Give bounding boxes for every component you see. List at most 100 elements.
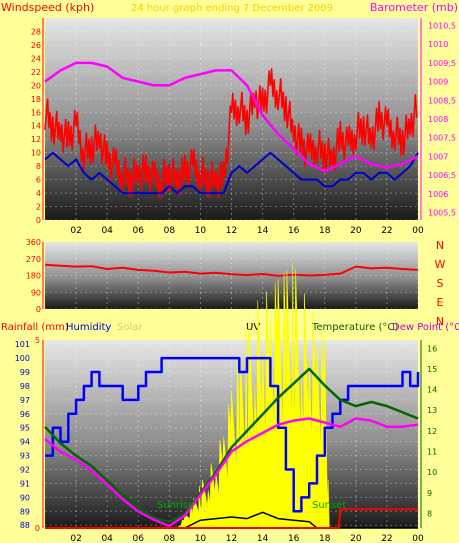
- legend-label: Dew Point (°C): [392, 322, 459, 333]
- temperature-tick-label: 11: [427, 448, 437, 457]
- barometer-tick-label: 1009,5: [428, 59, 456, 68]
- barometer-tick-label: 1005,5: [428, 209, 456, 218]
- legend-label: Temperature (°C): [311, 322, 398, 333]
- climate-x-ticks: 02 04 06 08 10 12 14 16 18 20 22 00: [70, 534, 424, 543]
- humidity-ticks: 88 89 90 91 92 93 94 95 96 97 98 99 100 101: [15, 340, 30, 530]
- barometer-tick-label: 1008: [428, 115, 448, 124]
- compass-label: N: [436, 239, 444, 252]
- x-tick-label: 16: [288, 226, 300, 236]
- windspeed-tick-label: 26: [31, 41, 41, 50]
- chart-title: 24 hour graph ending 7 December 2009: [131, 3, 333, 14]
- x-tick-label: 04: [101, 534, 113, 543]
- windspeed-tick-label: 6: [36, 176, 41, 185]
- x-tick-label: 18: [319, 534, 331, 543]
- x-tick-label: 08: [164, 226, 176, 236]
- windspeed-tick-label: 18: [31, 95, 41, 104]
- climate-series: [44, 264, 420, 529]
- humidity-tick-label: 99: [20, 368, 30, 377]
- x-tick-label: 20: [350, 534, 362, 543]
- temperature-tick-label: 15: [427, 365, 437, 374]
- wind-x-ticks: 02 04 06 08 10 12 14 16 18 20 22 00: [70, 226, 424, 236]
- temperature-tick-label: 12: [427, 427, 437, 436]
- barometer-tick-label: 1010: [428, 40, 448, 49]
- x-tick-label: 06: [133, 534, 145, 543]
- temperature-tick-label: 16: [427, 344, 437, 353]
- windspeed-tick-label: 16: [31, 108, 41, 117]
- dew-point-line: [44, 417, 419, 528]
- temperature-tick-label: 8: [427, 510, 432, 519]
- x-tick-label: 12: [226, 534, 237, 543]
- uv-line: [45, 511, 418, 529]
- humidity-tick-label: 88: [20, 521, 30, 530]
- x-tick-label: 06: [133, 226, 145, 236]
- x-tick-label: 10: [195, 226, 207, 236]
- x-tick-label: 14: [257, 226, 269, 236]
- windspeed-tick-label: 0: [36, 216, 41, 225]
- legend-label: UV: [246, 322, 260, 333]
- x-tick-label: 22: [381, 226, 392, 236]
- temperature-line: [44, 367, 419, 524]
- rainfall-line: [45, 508, 418, 529]
- x-tick-label: 04: [101, 226, 113, 236]
- x-tick-label: 22: [381, 534, 392, 543]
- humidity-tick-label: 92: [20, 466, 30, 475]
- temperature-ticks: 8 9 10 11 12 13 14 15 16: [420, 340, 437, 528]
- x-tick-label: 00: [412, 226, 424, 236]
- compass-label: W: [435, 258, 446, 271]
- legend-label: Rainfall (mm): [1, 322, 69, 333]
- temperature-tick-label: 10: [427, 468, 437, 477]
- compass-label: E: [437, 296, 444, 309]
- x-tick-label: 02: [70, 226, 81, 236]
- windspeed-tick-label: 24: [31, 54, 41, 63]
- barometer-tick-label: 1007,5: [428, 134, 456, 143]
- humidity-tick-label: 97: [20, 396, 30, 405]
- barometer-line: [44, 61, 419, 173]
- direction-tick-label: 360: [26, 238, 41, 247]
- sunrise-label: Sunrise: [157, 500, 194, 511]
- barometer-tick-label: 1010,5: [428, 21, 456, 30]
- humidity-tick-label: 100: [15, 354, 30, 363]
- direction-tick-label: 0: [36, 305, 41, 314]
- direction-plot-area: [45, 242, 418, 309]
- barometer-axis-label: Barometer (mb): [370, 1, 458, 14]
- rainfall-tick-label: 5: [35, 336, 40, 345]
- humidity-tick-label: 94: [20, 438, 30, 447]
- windspeed-tick-label: 10: [31, 149, 41, 158]
- legend-label: Humidity: [66, 322, 111, 333]
- barometer-tick-label: 1006: [428, 190, 448, 199]
- x-tick-label: 20: [350, 226, 362, 236]
- humidity-tick-label: 98: [20, 382, 30, 391]
- solar-area: [45, 264, 418, 529]
- windspeed-tick-label: 8: [36, 162, 41, 171]
- windspeed-tick-label: 22: [31, 68, 41, 77]
- x-tick-label: 00: [412, 534, 424, 543]
- temperature-tick-label: 13: [427, 406, 437, 415]
- direction-series: [44, 263, 419, 277]
- wind-direction-line: [44, 263, 419, 277]
- humidity-tick-label: 89: [20, 507, 30, 516]
- windspeed-tick-label: 12: [31, 135, 41, 144]
- rainfall-tick-label: 0: [35, 524, 40, 533]
- humidity-tick-label: 95: [20, 424, 30, 433]
- direction-ticks: 0 90 180 270 360: [26, 238, 44, 314]
- windspeed-tick-label: 4: [36, 189, 41, 198]
- compass-label: S: [437, 277, 444, 290]
- windspeed-line: [44, 68, 418, 198]
- barometer-tick-label: 1008,5: [428, 96, 456, 105]
- direction-tick-label: 90: [31, 288, 41, 297]
- barometer-tick-label: 1006,5: [428, 171, 456, 180]
- x-tick-label: 14: [257, 534, 269, 543]
- sunset-label: Sunset: [312, 500, 346, 511]
- x-tick-label: 12: [226, 226, 237, 236]
- x-tick-label: 16: [288, 534, 300, 543]
- x-tick-label: 18: [319, 226, 331, 236]
- x-tick-label: 08: [164, 534, 176, 543]
- compass-label: N: [436, 315, 444, 328]
- x-tick-label: 02: [70, 534, 81, 543]
- barometer-tick-label: 1007: [428, 152, 448, 161]
- barometer-ticks: 1005,5 1006 1006,5 1007 1007,5 1008 1008,5 1009…: [420, 18, 456, 220]
- wind-series: [44, 61, 419, 198]
